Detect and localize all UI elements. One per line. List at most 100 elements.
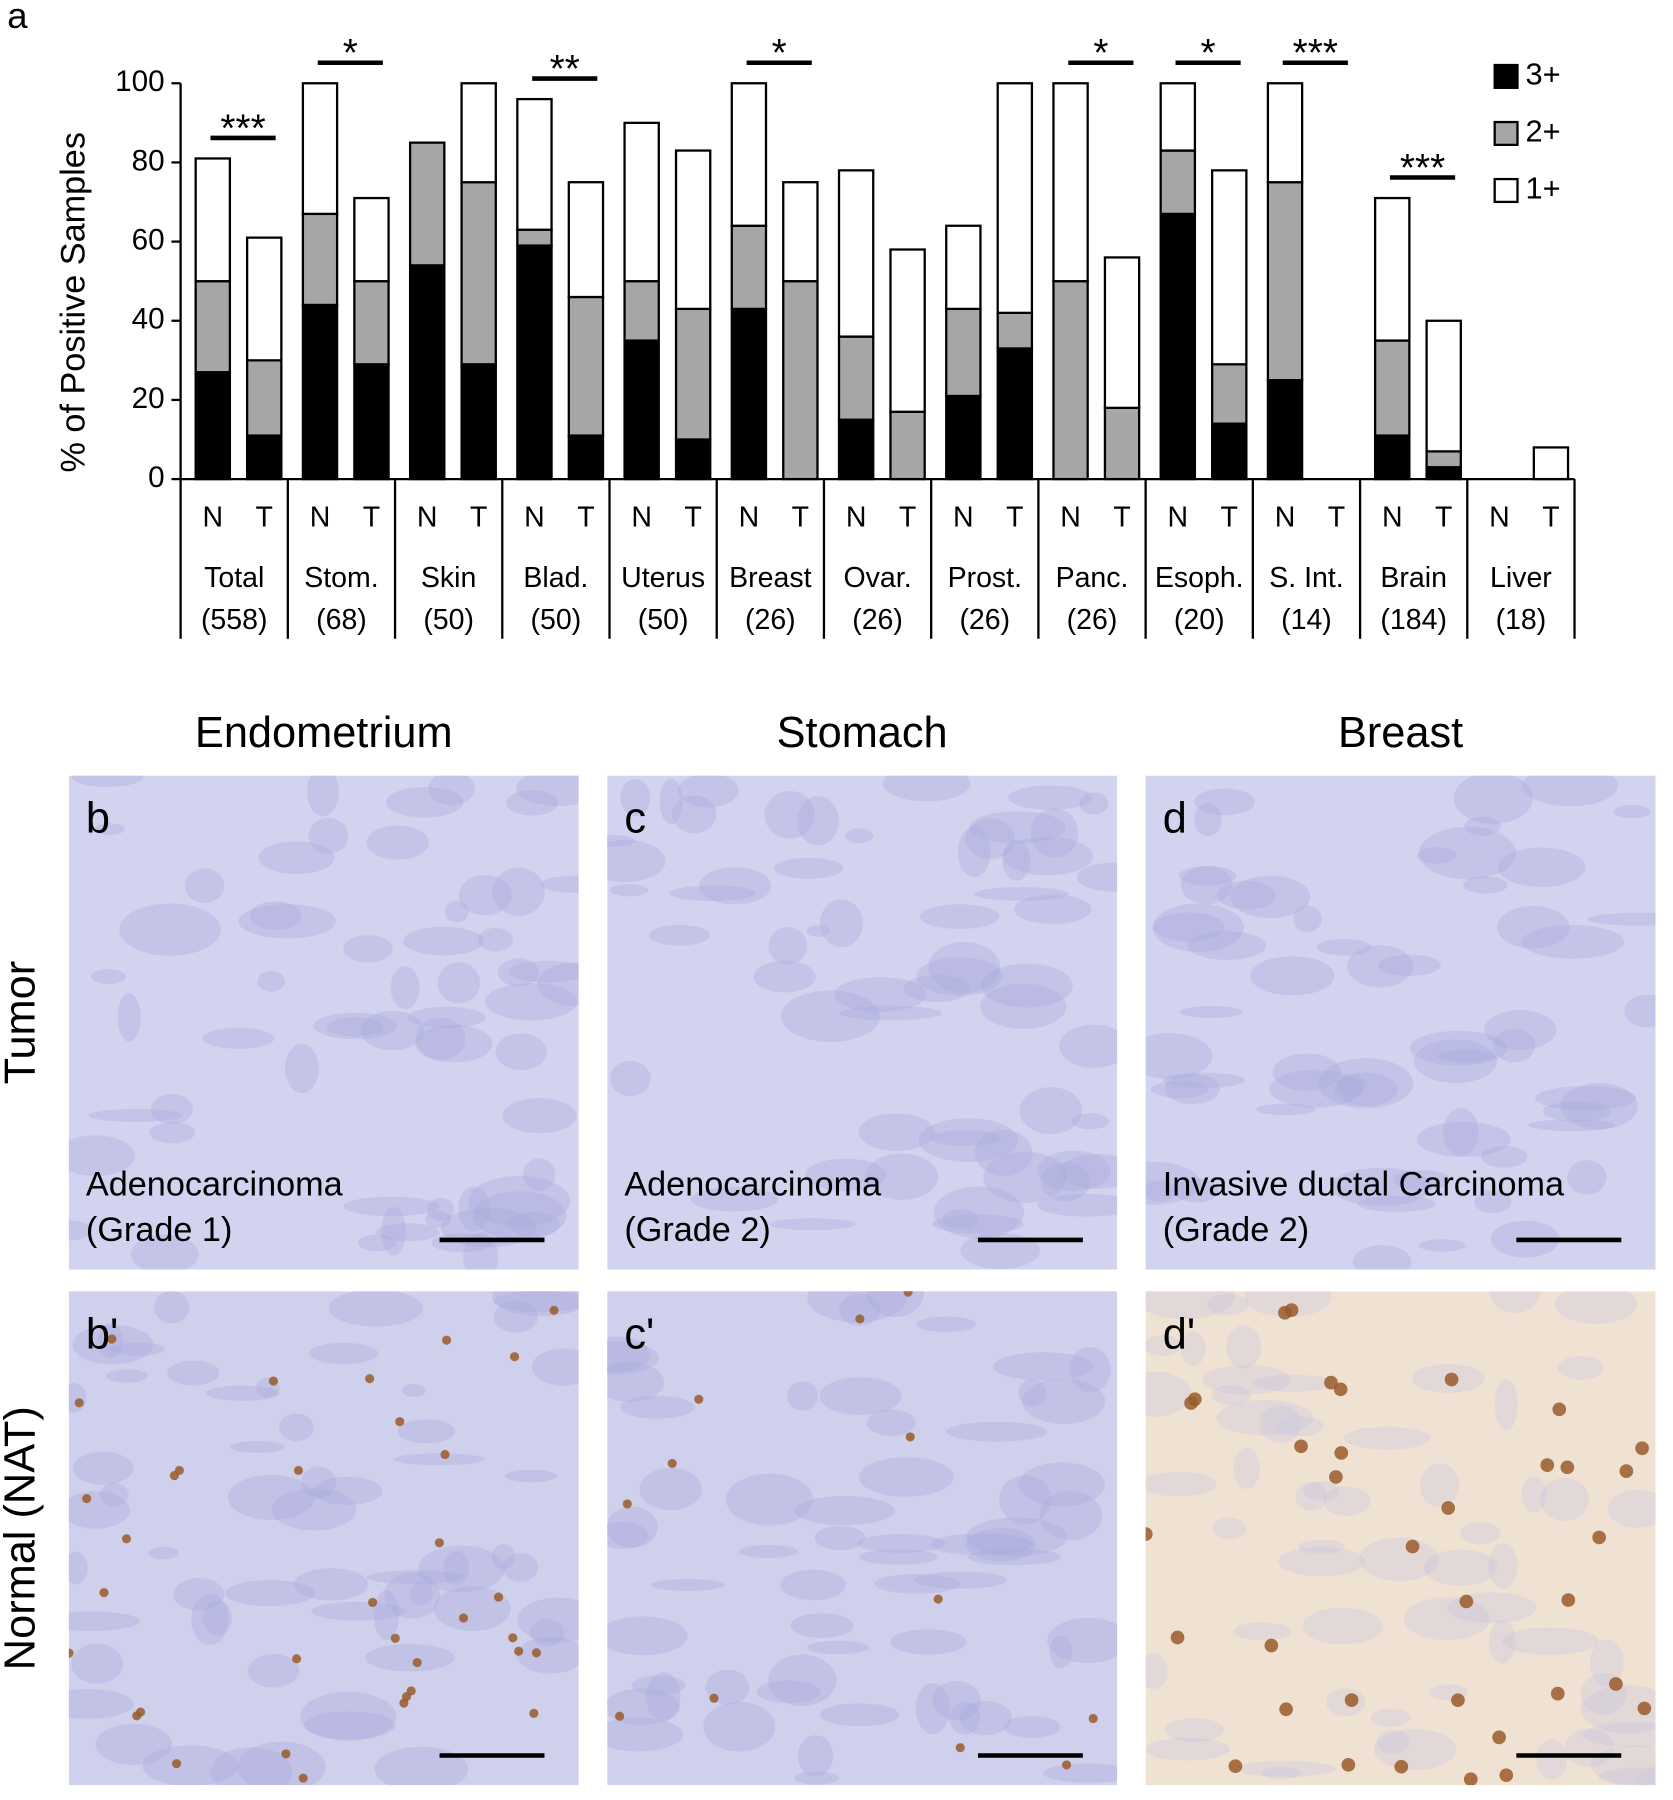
- tissue-texture: [669, 885, 757, 902]
- tissue-texture: [437, 962, 481, 1004]
- stained-cell: [1329, 1470, 1343, 1484]
- significance-label: *: [1093, 32, 1108, 75]
- tissue-texture: [386, 786, 464, 818]
- tissue-texture: [1607, 1489, 1656, 1528]
- tissue-texture: [130, 1234, 199, 1270]
- tissue-texture: [806, 925, 830, 937]
- stained-cell: [1540, 1458, 1555, 1472]
- group-count: (18): [1496, 604, 1547, 636]
- x-tick-label: N: [846, 502, 867, 534]
- tissue-texture: [1567, 1160, 1607, 1195]
- tissue-texture: [68, 1689, 134, 1719]
- bar-segment: [623, 280, 660, 342]
- stained-cell: [667, 1458, 677, 1468]
- tissue-texture: [805, 1158, 887, 1192]
- tissue-texture: [1018, 1462, 1106, 1507]
- image-background: [68, 1291, 579, 1786]
- micrograph: [607, 1291, 1118, 1786]
- tissue-texture: [974, 1129, 1033, 1177]
- stained-cell: [1344, 1693, 1359, 1707]
- bar-segment: [245, 359, 283, 437]
- x-tick-label: T: [899, 502, 916, 534]
- tissue-texture: [502, 1098, 577, 1134]
- x-tick-label: T: [1006, 502, 1023, 534]
- tissue-texture: [492, 867, 545, 916]
- tissue-texture: [1484, 1009, 1557, 1050]
- tissue-texture: [495, 1033, 547, 1071]
- tissue-texture: [1474, 1190, 1512, 1214]
- stained-cell: [514, 1646, 524, 1656]
- stained-cell: [171, 1759, 182, 1769]
- tissue-texture: [225, 1580, 316, 1607]
- bar-segment: [1103, 406, 1141, 481]
- tissue-texture: [1443, 1108, 1479, 1157]
- tissue-texture: [1330, 1167, 1432, 1206]
- group-name: Breast: [729, 562, 811, 594]
- group-count: (184): [1380, 604, 1447, 636]
- tissue-texture: [919, 904, 1000, 929]
- tissue-texture: [202, 1600, 232, 1636]
- bar-segment: [945, 224, 982, 311]
- tissue-texture: [308, 1342, 379, 1365]
- tissue-texture: [409, 1581, 434, 1606]
- tissue-texture: [858, 1457, 954, 1497]
- stained-cell: [406, 1686, 416, 1696]
- tissue-texture: [258, 841, 335, 875]
- image-background: [1145, 775, 1656, 1270]
- tissue-texture: [1030, 808, 1079, 858]
- tissue-texture: [703, 1701, 776, 1752]
- group-name: Esoph.: [1155, 562, 1244, 594]
- tissue-texture: [1497, 847, 1586, 888]
- panel-caption: Adenocarcinoma: [86, 1165, 344, 1203]
- tissue-texture: [806, 1640, 870, 1655]
- tissue-texture: [1269, 1069, 1362, 1108]
- tissue-texture: [1003, 1716, 1061, 1738]
- stained-cell: [905, 1432, 915, 1442]
- tissue-texture: [1413, 1039, 1497, 1084]
- tissue-texture: [375, 1223, 440, 1242]
- group-name: Stom.: [304, 562, 378, 594]
- x-tick-label: T: [470, 502, 487, 534]
- stained-cell: [510, 1352, 520, 1362]
- tissue-texture: [522, 1158, 556, 1191]
- y-tick-label: 20: [132, 382, 165, 415]
- stained-cell: [268, 1376, 278, 1386]
- tissue-texture: [1150, 1081, 1209, 1098]
- tissue-texture: [366, 825, 430, 860]
- tissue-texture: [659, 778, 683, 825]
- tissue-texture: [284, 1043, 319, 1094]
- tissue-texture: [780, 990, 881, 1042]
- stained-cell: [855, 1314, 865, 1324]
- tissue-texture: [247, 1654, 300, 1688]
- bar-segment: [674, 149, 712, 311]
- tissue-texture: [1018, 1379, 1046, 1407]
- tissue-texture: [1423, 1549, 1498, 1586]
- x-tick-label: T: [256, 502, 273, 534]
- tissue-texture: [458, 1186, 490, 1232]
- x-tick-label: N: [524, 502, 545, 534]
- tissue-texture: [607, 1361, 664, 1403]
- stained-cell: [440, 1449, 450, 1460]
- y-tick-label: 0: [148, 461, 165, 494]
- tissue-texture: [529, 1619, 565, 1647]
- stained-cell: [1637, 1701, 1652, 1716]
- x-tick-label: N: [1167, 502, 1188, 534]
- tissue-texture: [1244, 1291, 1332, 1318]
- tissue-texture: [502, 1553, 539, 1582]
- stained-cell: [1145, 1527, 1153, 1541]
- group-name: Blad.: [523, 562, 588, 594]
- tissue-texture: [1253, 1374, 1335, 1392]
- x-tick-label: N: [1489, 502, 1510, 534]
- tissue-texture: [1145, 1334, 1182, 1356]
- tissue-texture: [425, 1210, 451, 1228]
- tissue-texture: [71, 1643, 123, 1684]
- bar-segment: [945, 307, 982, 398]
- bar-segment: [516, 228, 553, 247]
- tissue-texture: [365, 1644, 455, 1672]
- tissue-texture: [932, 1214, 1024, 1234]
- stained-cell: [1441, 1501, 1456, 1515]
- group-name: Uterus: [621, 562, 705, 594]
- bar-segment: [1211, 363, 1248, 425]
- panel-caption: (Grade 2): [624, 1211, 770, 1249]
- panel-caption: (Grade 2): [1163, 1211, 1309, 1249]
